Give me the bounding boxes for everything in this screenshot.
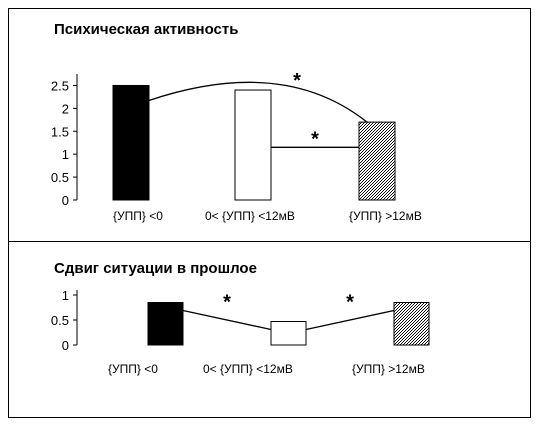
- y-tick-label-0-1: 0.5: [51, 170, 69, 185]
- bar-0-2: [358, 121, 396, 201]
- panel-divider: [9, 241, 530, 242]
- y-tick-label-0-4: 2: [62, 101, 69, 116]
- significance-star-0-0: *: [293, 70, 301, 92]
- chart-title-situation-shift: Сдвиг ситуации в прошлое: [54, 260, 257, 277]
- significance-star-1-1: *: [346, 292, 354, 314]
- y-tick-label-0-2: 1: [62, 147, 69, 162]
- bar-1-0: [147, 302, 184, 346]
- category-label-0-1: 0< {УПП} <12мВ: [205, 209, 295, 223]
- category-label-0-0: {УПП} <0: [113, 209, 163, 223]
- significance-arc-0-0: [148, 81, 368, 123]
- bar-1-2: [393, 302, 430, 346]
- figure-frame: Психическая активность Сдвиг ситуации в …: [8, 8, 531, 418]
- y-tick-label-1-2: 1: [62, 288, 69, 303]
- category-label-1-2: {УПП} >12мВ: [352, 362, 425, 376]
- category-label-1-1: 0< {УПП} <12мВ: [203, 362, 293, 376]
- significance-star-0-1: *: [311, 128, 319, 150]
- y-tick-label-0-0: 0: [62, 193, 69, 208]
- y-tick-label-1-0: 0: [62, 338, 69, 353]
- significance-line-1-0: [182, 309, 272, 331]
- chart-title-mental-activity: Психическая активность: [54, 21, 239, 38]
- y-tick-label-0-5: 2.5: [51, 78, 69, 93]
- significance-line-1-1: [305, 309, 395, 331]
- bar-0-1: [234, 89, 272, 201]
- y-tick-label-1-1: 0.5: [51, 313, 69, 328]
- bar-1-1: [270, 321, 307, 346]
- y-tick-label-0-3: 1.5: [51, 124, 69, 139]
- significance-star-1-0: *: [223, 292, 231, 314]
- bar-0-0: [112, 84, 150, 201]
- category-label-0-2: {УПП} >12мВ: [349, 209, 422, 223]
- category-label-1-0: {УПП} <0: [108, 362, 158, 376]
